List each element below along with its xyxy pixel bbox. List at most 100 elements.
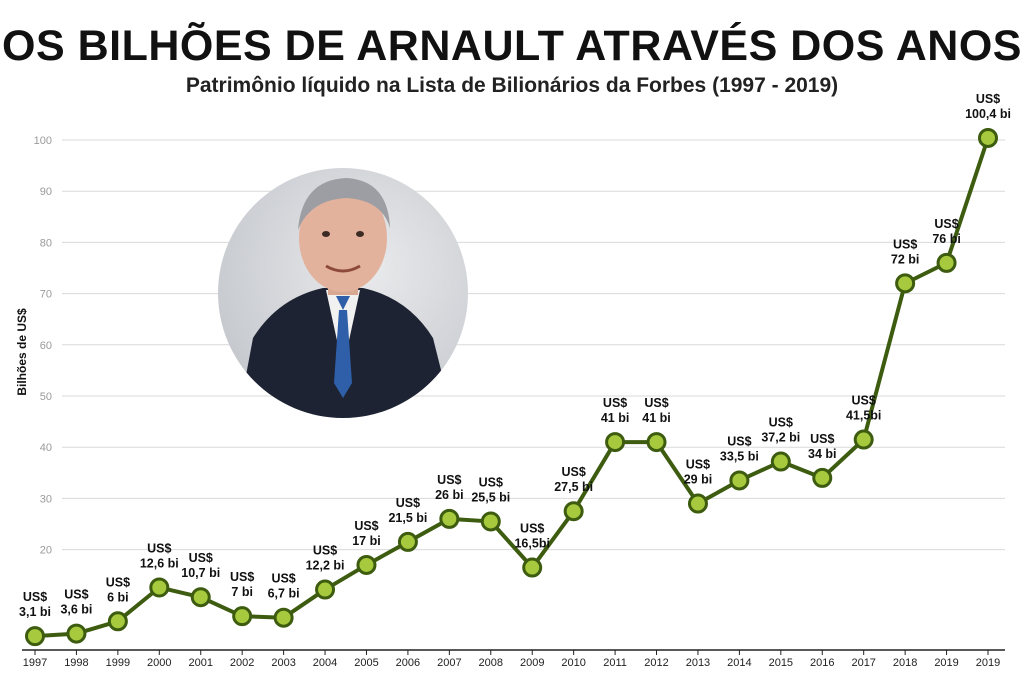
data-label-currency: US$	[396, 496, 420, 510]
data-label-currency: US$	[147, 541, 171, 555]
data-label-currency: US$	[686, 458, 710, 472]
y-tick-label: 60	[40, 340, 52, 352]
data-label-currency: US$	[313, 544, 337, 558]
y-tick-label: 90	[40, 186, 52, 198]
data-label-value: 21,5 bi	[388, 511, 427, 525]
data-label-value: 29 bi	[684, 473, 713, 487]
data-label-currency: US$	[810, 432, 834, 446]
data-label-value: 72 bi	[891, 252, 920, 266]
data-label-currency: US$	[893, 237, 917, 251]
data-point	[605, 432, 626, 453]
x-tick-label: 2004	[313, 657, 337, 669]
data-label-currency: US$	[603, 396, 627, 410]
data-label-value: 41,5bi	[846, 409, 881, 423]
x-tick-label: 2003	[271, 657, 295, 669]
data-label-currency: US$	[976, 92, 1000, 106]
x-tick-label: 2012	[644, 657, 668, 669]
y-tick-label: 80	[40, 237, 52, 249]
data-label-currency: US$	[437, 473, 461, 487]
data-label-value: 41 bi	[642, 411, 671, 425]
data-label-value: 17 bi	[352, 534, 381, 548]
x-tick-label: 2015	[769, 657, 793, 669]
data-point	[480, 511, 501, 532]
data-label-currency: US$	[354, 519, 378, 533]
x-tick-label: 2000	[147, 657, 171, 669]
x-tick-label: 2019	[976, 657, 1000, 669]
x-tick-label: 2011	[603, 657, 627, 669]
data-point	[522, 557, 543, 578]
x-tick-label: 2013	[686, 657, 710, 669]
data-label-value: 3,6 bi	[60, 603, 92, 617]
data-point	[25, 626, 45, 647]
data-label-currency: US$	[230, 570, 254, 584]
data-label-value: 12,6 bi	[140, 556, 179, 570]
data-point	[356, 554, 377, 575]
data-label-currency: US$	[271, 572, 295, 586]
data-label-value: 37,2 bi	[761, 431, 800, 445]
portrait-photo	[218, 168, 468, 418]
data-point	[729, 470, 750, 491]
data-label-value: 10,7 bi	[181, 566, 220, 580]
page-subtitle: Patrimônio líquido na Lista de Bilionári…	[185, 74, 839, 97]
y-tick-label: 50	[40, 391, 52, 403]
x-tick-label: 2014	[727, 657, 751, 669]
data-label-value: 12,2 bi	[306, 559, 345, 573]
x-tick-label: 2007	[437, 657, 461, 669]
y-axis-label: Bilhões de US$	[15, 308, 29, 396]
data-label-currency: US$	[479, 475, 503, 489]
data-point	[149, 577, 170, 598]
data-point	[853, 429, 874, 450]
y-tick-label: 70	[40, 289, 52, 301]
data-label-value: 16,5bi	[514, 537, 549, 551]
data-label-value: 6,7 bi	[268, 587, 300, 601]
data-point	[936, 252, 957, 273]
data-point	[190, 587, 211, 608]
data-label-value: 41 bi	[601, 411, 630, 425]
x-tick-label: 2017	[851, 657, 875, 669]
x-tick-label: 2018	[893, 657, 917, 669]
x-tick-label: 2006	[396, 657, 420, 669]
data-label-value: 25,5 bi	[471, 490, 510, 504]
x-tick-label: 2005	[354, 657, 378, 669]
data-label-currency: US$	[23, 590, 47, 604]
data-point	[978, 127, 998, 148]
data-label-value: 6 bi	[107, 590, 129, 604]
data-points	[25, 127, 998, 647]
data-point	[812, 467, 833, 488]
data-label-currency: US$	[561, 465, 585, 479]
x-tick-label: 1999	[106, 657, 130, 669]
data-point	[397, 531, 418, 552]
y-tick-label: 100	[34, 135, 52, 147]
data-point	[66, 623, 87, 644]
data-point	[563, 501, 584, 522]
grid-lines	[62, 139, 1005, 551]
data-label-value: 27,5 bi	[554, 480, 593, 494]
x-tick-label: 2001	[188, 657, 212, 669]
x-tick-label: 1998	[64, 657, 88, 669]
data-label-currency: US$	[727, 434, 751, 448]
data-label-currency: US$	[644, 396, 668, 410]
y-tick-labels: 20 30 40 50 60 70 80 90 100	[34, 135, 52, 557]
x-tick-label: 2009	[520, 657, 544, 669]
x-tick-label: 2008	[479, 657, 503, 669]
y-tick-label: 20	[40, 545, 52, 557]
person-portrait-icon	[238, 178, 453, 418]
x-tick-label: 2019	[934, 657, 958, 669]
y-tick-label: 40	[40, 442, 52, 454]
data-point	[232, 606, 253, 627]
data-label-currency: US$	[64, 588, 88, 602]
data-label-currency: US$	[106, 575, 130, 589]
data-point	[439, 508, 460, 529]
data-label-value: 26 bi	[435, 488, 464, 502]
data-label-currency: US$	[769, 416, 793, 430]
data-point	[107, 611, 128, 632]
data-label-value: 34 bi	[808, 447, 837, 461]
data-label-value: 100,4 bi	[965, 107, 1011, 121]
page-title: OS BILHÕES DE ARNAULT ATRAVÉS DOS ANOS	[2, 22, 1022, 70]
y-tick-label: 30	[40, 493, 52, 505]
data-label-currency: US$	[189, 551, 213, 565]
data-point	[273, 607, 294, 628]
x-tick-label: 2010	[561, 657, 585, 669]
